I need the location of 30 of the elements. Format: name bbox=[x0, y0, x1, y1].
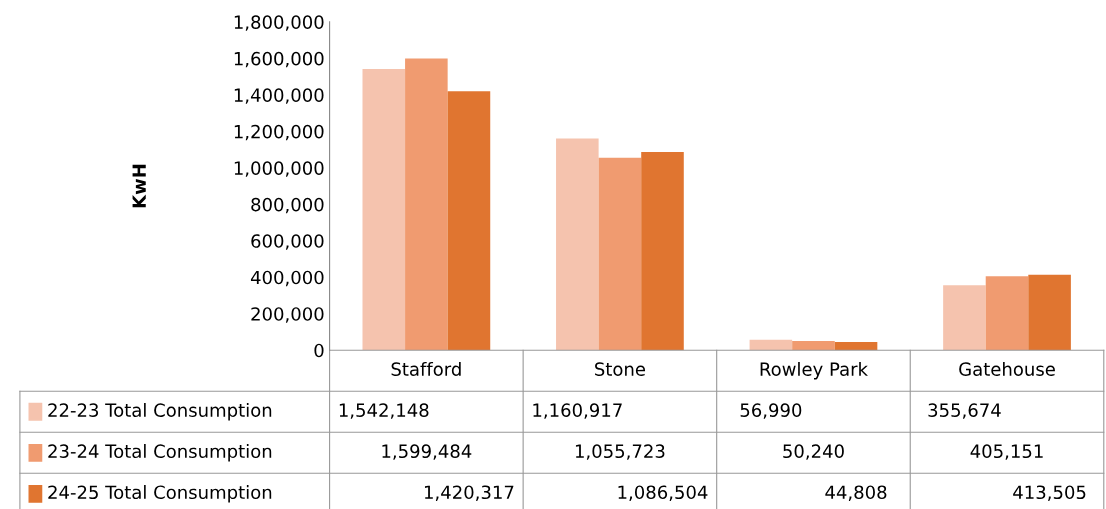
data-label: 1,599,484 bbox=[382, 444, 472, 460]
data-label: 1,055,723 bbox=[575, 444, 665, 460]
y-tick-label: 1,800,000 bbox=[234, 15, 324, 31]
data-label: 56,990 bbox=[740, 403, 802, 419]
data-label: 1,420,317 bbox=[424, 485, 514, 501]
data-label: 1,086,504 bbox=[618, 485, 708, 501]
y-tick-label: 400,000 bbox=[250, 270, 324, 287]
x-tick-label: Stafford bbox=[391, 361, 461, 376]
data-label: 1,160,917 bbox=[533, 403, 622, 419]
x-tick-label: Gatehouse bbox=[959, 361, 1055, 376]
data-label: 405,151 bbox=[970, 444, 1043, 460]
data-label: 413,505 bbox=[1013, 485, 1086, 501]
data-label: 355,674 bbox=[928, 403, 1001, 419]
y-tick-label: 0 bbox=[314, 343, 324, 358]
y-tick-label: 800,000 bbox=[251, 197, 324, 214]
y-tick-label: 1,000,000 bbox=[234, 161, 324, 177]
y-tick-label: 1,600,000 bbox=[234, 51, 324, 68]
y-tick-label: 1,200,000 bbox=[234, 124, 324, 141]
data-label: 44,808 bbox=[825, 485, 887, 501]
data-label: 50,240 bbox=[783, 444, 844, 460]
data-label: 1,542,148 bbox=[339, 403, 429, 419]
x-tick-label: Stone bbox=[595, 362, 646, 376]
legend-label: 22-23 Total Consumption bbox=[48, 403, 272, 421]
y-axis-title: KwH bbox=[132, 164, 146, 208]
legend-label: 23-24 Total Consumption bbox=[48, 444, 272, 462]
x-tick-label: Rowley Park bbox=[760, 361, 868, 380]
y-tick-label: 600,000 bbox=[251, 234, 324, 250]
legend-label: 24-25 Total Consumption bbox=[48, 485, 272, 503]
y-tick-label: 1,400,000 bbox=[234, 88, 324, 104]
y-tick-label: 200,000 bbox=[251, 307, 324, 323]
